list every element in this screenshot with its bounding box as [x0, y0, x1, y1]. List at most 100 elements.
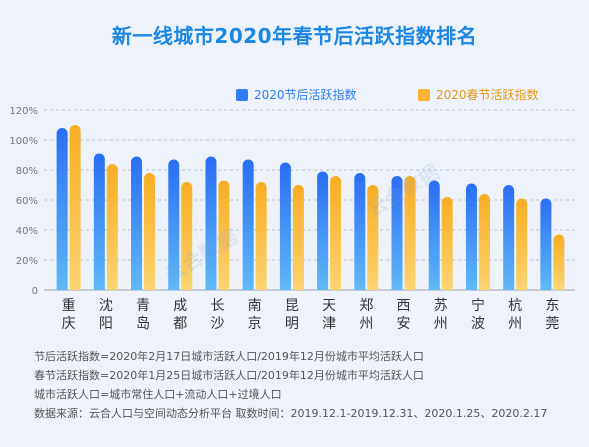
- grid-lines: [44, 109, 575, 291]
- bar-during-holiday: [181, 182, 193, 290]
- bar-after-holiday: [279, 162, 291, 290]
- x-tick-label: 杭: [508, 298, 522, 314]
- y-axis: 0 20% 40% 60% 80% 100% 120%: [9, 106, 38, 297]
- bar-after-holiday: [540, 198, 552, 290]
- x-tick-label: 安: [397, 316, 411, 332]
- bar-base: [441, 284, 453, 290]
- y-tick-label: 100%: [9, 136, 38, 147]
- bar-after-holiday: [242, 159, 254, 290]
- bar-during-holiday: [144, 173, 156, 290]
- bar-base: [391, 284, 403, 290]
- bar-base: [279, 284, 291, 290]
- y-tick-label: 60%: [16, 196, 38, 207]
- y-tick-label: 40%: [16, 226, 38, 237]
- bar-base: [168, 284, 180, 290]
- bar-base: [205, 284, 217, 290]
- bar-base: [354, 284, 366, 290]
- x-tick-label: 都: [173, 316, 187, 332]
- bar-base: [503, 284, 515, 290]
- bar-base: [181, 284, 193, 290]
- bar-during-holiday: [106, 164, 118, 290]
- bar-base: [106, 284, 118, 290]
- bar-base: [540, 284, 552, 290]
- x-tick-label: 宁: [471, 297, 485, 314]
- bar-during-holiday: [516, 198, 528, 290]
- bar-after-holiday: [503, 185, 515, 290]
- x-tick-label: 明: [285, 316, 299, 332]
- x-tick-label: 阳: [99, 316, 113, 332]
- x-tick-label: 波: [471, 316, 485, 332]
- bar-during-holiday: [553, 234, 565, 290]
- bar-base: [56, 284, 68, 290]
- bar-during-holiday: [255, 182, 267, 290]
- x-tick-label: 莞: [545, 316, 559, 332]
- bar-base: [218, 284, 230, 290]
- bar-base: [404, 284, 416, 290]
- note-line-1: 节后活跃指数=2020年2月17日城市活跃人口/2019年12月份城市平均活跃人…: [34, 350, 424, 363]
- bar-base: [428, 284, 440, 290]
- x-tick-label: 成: [173, 298, 187, 314]
- bar-after-holiday: [465, 183, 477, 290]
- bar-base: [144, 284, 156, 290]
- bar-after-holiday: [391, 176, 403, 290]
- x-tick-label: 庆: [62, 316, 76, 332]
- bar-base: [367, 284, 379, 290]
- bar-base: [255, 284, 267, 290]
- x-tick-label: 郑: [359, 298, 373, 314]
- bar-base: [292, 284, 304, 290]
- bar-base: [69, 284, 81, 290]
- note-line-4: 数据来源：云合人口与空间动态分析平台 取数时间：2019.12.1-2019.1…: [34, 407, 548, 420]
- bar-after-holiday: [93, 153, 105, 290]
- bar-during-holiday: [292, 185, 304, 290]
- bar-base: [516, 284, 528, 290]
- legend-item-during: 2020春节活跃指数: [418, 86, 539, 103]
- x-tick-label: 长: [210, 298, 224, 314]
- bar-during-holiday: [478, 194, 490, 290]
- legend-swatch-during: [418, 88, 430, 101]
- x-tick-label: 南: [248, 298, 262, 314]
- bar-after-holiday: [205, 156, 217, 290]
- y-tick-label: 80%: [16, 166, 38, 177]
- x-tick-label: 昆: [285, 298, 299, 314]
- x-tick-label: 津: [322, 316, 336, 332]
- y-tick-label: 0: [32, 286, 38, 297]
- legend-swatch-after: [236, 88, 248, 101]
- bar-during-holiday: [69, 125, 81, 290]
- legend-label-after: 2020节后活跃指数: [254, 88, 357, 102]
- x-tick-label: 天: [322, 298, 336, 314]
- y-tick-label: 120%: [9, 106, 38, 117]
- chart-title: 新一线城市2020年春节后活跃指数排名: [111, 24, 478, 48]
- bar-after-holiday: [168, 159, 180, 290]
- x-tick-label: 州: [434, 316, 448, 332]
- bar-during-holiday: [367, 185, 379, 290]
- bar-after-holiday: [428, 180, 440, 290]
- x-tick-label: 岛: [136, 316, 150, 332]
- x-tick-label: 沈: [99, 298, 113, 314]
- bar-base: [242, 284, 254, 290]
- bar-base: [553, 284, 565, 290]
- x-axis: 重庆 沈阳 青岛 成都 长沙 南京 昆明 天津 郑州 西安 苏州 宁波 杭州 东莞: [62, 297, 560, 332]
- bar-base: [330, 284, 342, 290]
- bar-base: [478, 284, 490, 290]
- y-tick-label: 20%: [16, 256, 38, 267]
- note-line-3: 城市活跃人口=城市常住人口+流动人口+过境人口: [34, 388, 282, 401]
- x-tick-label: 州: [359, 316, 373, 332]
- bar-after-holiday: [354, 173, 366, 290]
- legend-item-after: 2020节后活跃指数: [236, 86, 357, 103]
- x-tick-label: 苏: [434, 298, 448, 314]
- legend-label-during: 2020春节活跃指数: [436, 88, 539, 102]
- x-tick-label: 州: [508, 316, 522, 332]
- bars: [56, 125, 565, 290]
- x-tick-label: 京: [248, 316, 262, 332]
- bar-base: [93, 284, 105, 290]
- bar-after-holiday: [317, 171, 329, 290]
- bar-after-holiday: [56, 128, 68, 290]
- x-tick-label: 青: [136, 298, 150, 314]
- bar-base: [131, 284, 143, 290]
- bar-after-holiday: [131, 156, 143, 290]
- x-tick-label: 西: [397, 298, 411, 314]
- bar-during-holiday: [404, 176, 416, 290]
- bar-base: [317, 284, 329, 290]
- bar-during-holiday: [441, 197, 453, 290]
